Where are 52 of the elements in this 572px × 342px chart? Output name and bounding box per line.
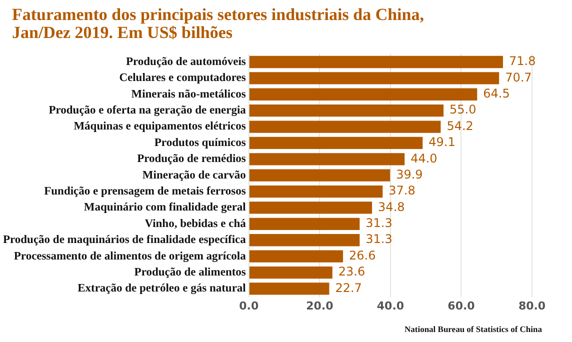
y-tick-label: Produção de automóveis — [126, 56, 246, 68]
y-tick-label: Minerais não-metálicos — [131, 88, 246, 100]
y-tick-label: Processamento de alimentos de origem agrícola — [14, 250, 246, 262]
chart-title: Faturamento dos principais setores industriais da China, Jan/Dez 2019. Em US$ bilhões — [11, 4, 425, 42]
bar — [249, 185, 383, 198]
data-label: 31.3 — [366, 232, 392, 246]
y-tick-label: Máquinas e equipamentos elétricos — [74, 120, 246, 133]
bar — [249, 250, 344, 262]
data-label: 22.7 — [335, 280, 362, 295]
bar — [249, 282, 330, 295]
bar — [249, 153, 405, 166]
y-tick-label: Celulares e computadores — [119, 72, 246, 84]
data-label: 71.8 — [508, 54, 536, 68]
y-tick-label: Produção de maquinários de finalidade específica — [2, 234, 246, 246]
data-label: 23.6 — [338, 264, 366, 279]
bar — [249, 266, 332, 279]
y-tick-label: Mineração de carvão — [142, 169, 246, 182]
y-tick-label: Produção de remédios — [137, 153, 246, 166]
y-tick-label: Produção de alimentos — [134, 266, 246, 278]
data-label: 64.5 — [483, 86, 510, 101]
bar — [249, 120, 441, 133]
data-label: 49.1 — [428, 135, 456, 150]
x-tick-label: 80.0 — [518, 299, 546, 312]
data-label: 31.3 — [366, 216, 392, 230]
text: National Bureau of Statistics of China — [404, 324, 542, 334]
data-label: 54.2 — [446, 118, 474, 133]
data-label: 26.6 — [349, 248, 376, 262]
y-tick-label: Produção e oferta na geração de energia — [48, 104, 246, 117]
y-tick-label: Extração de petróleo e gás natural — [78, 282, 246, 295]
data-label: 37.8 — [388, 184, 416, 198]
y-tick-label: Vinho, bebidas e chá — [144, 218, 246, 230]
bar — [249, 234, 360, 246]
bar — [249, 202, 372, 214]
data-label: 55.0 — [450, 102, 476, 117]
bar — [249, 88, 478, 100]
bar — [249, 56, 503, 68]
y-tick-label: Maquinário com finalidade geral — [84, 202, 246, 214]
x-tick-label: 20.0 — [306, 299, 334, 312]
data-label: 70.7 — [505, 70, 532, 84]
x-tick-label: 60.0 — [448, 299, 476, 312]
x-tick-label: 40.0 — [376, 299, 404, 312]
data-label: 34.8 — [378, 200, 405, 214]
y-tick-label: Produtos químicos — [154, 136, 246, 149]
bar — [249, 136, 423, 150]
bar — [249, 218, 360, 230]
data-label: 44.0 — [410, 151, 438, 166]
y-tick-label: Fundição e prensagem de metais ferrosos — [44, 186, 246, 198]
bar — [249, 72, 500, 84]
bar — [249, 169, 390, 182]
x-tick-label: 0.0 — [239, 299, 259, 312]
bar — [249, 104, 444, 117]
data-label: 39.9 — [396, 167, 423, 182]
